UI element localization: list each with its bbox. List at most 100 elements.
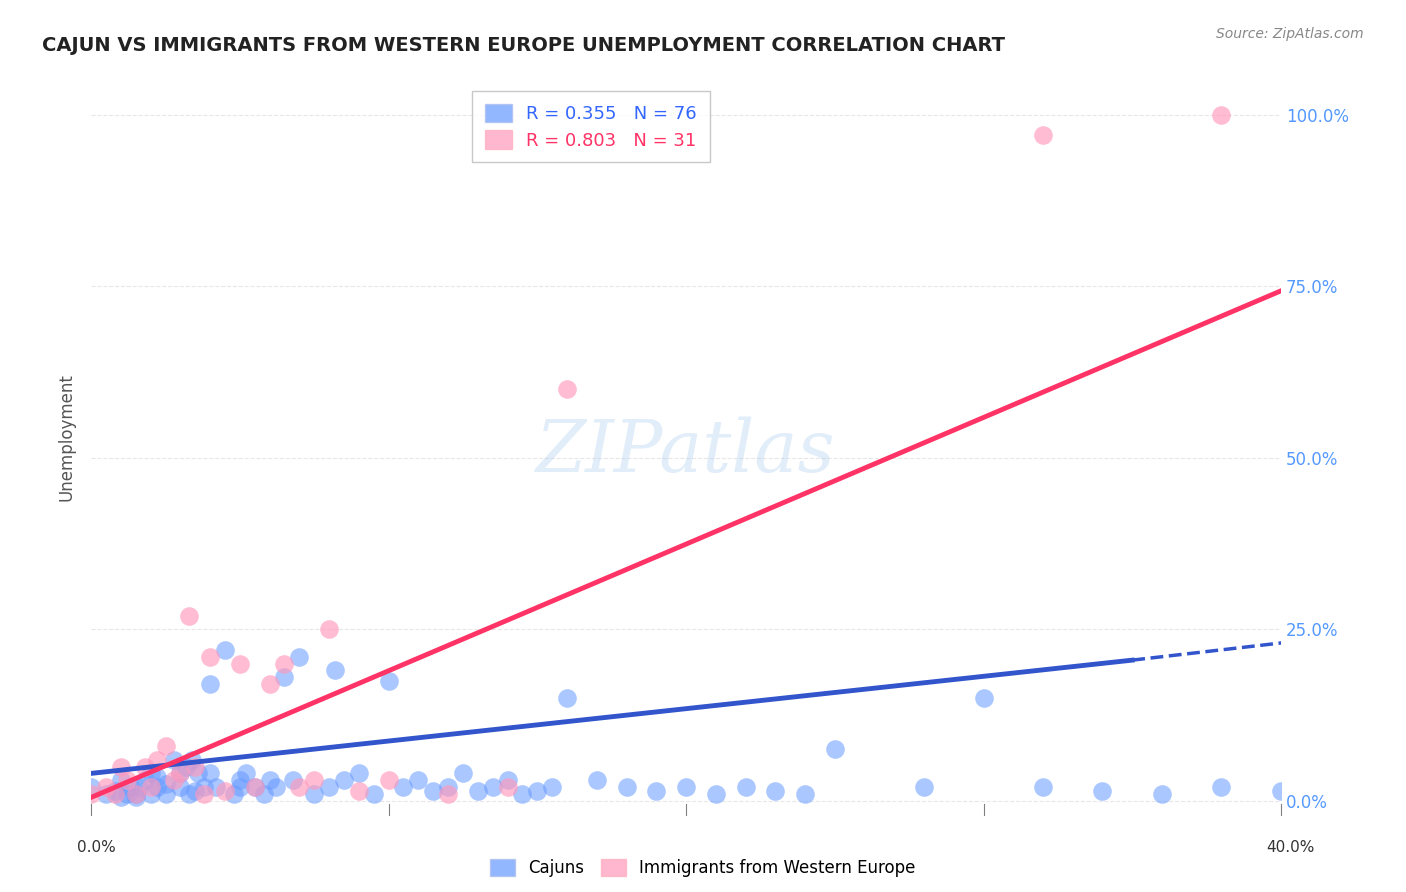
Point [193, 787, 215, 801]
Point [110, 790, 132, 805]
Point [347, 766, 370, 780]
Point [496, 773, 519, 788]
Point [259, 773, 281, 788]
Point [467, 783, 489, 797]
Point [973, 690, 995, 705]
Point [283, 773, 305, 788]
Point [163, 753, 186, 767]
Point [94, 780, 117, 794]
Point [437, 787, 460, 801]
Point [526, 783, 548, 797]
Point [198, 677, 221, 691]
Point [187, 766, 209, 780]
Point [763, 783, 786, 797]
Text: 40.0%: 40.0% [1267, 840, 1315, 855]
Point [273, 657, 295, 671]
Point [243, 780, 266, 794]
Point [125, 790, 148, 805]
Point [128, 780, 150, 794]
Point [451, 766, 474, 780]
Legend: R = 0.355   N = 76, R = 0.803   N = 31: R = 0.355 N = 76, R = 0.803 N = 31 [472, 91, 710, 162]
Point [235, 766, 257, 780]
Point [155, 787, 177, 801]
Point [302, 773, 325, 788]
Point [176, 759, 198, 773]
Point [794, 787, 817, 801]
Point [181, 753, 204, 767]
Point [94, 787, 117, 801]
Point [184, 759, 207, 773]
Text: 0.0%: 0.0% [77, 840, 117, 855]
Point [392, 780, 415, 794]
Point [179, 787, 201, 801]
Point [125, 787, 148, 801]
Point [125, 787, 148, 801]
Point [1211, 107, 1233, 121]
Point [422, 783, 444, 797]
Point [184, 783, 207, 797]
Point [80, 780, 103, 794]
Point [437, 780, 460, 794]
Point [115, 787, 138, 801]
Point [115, 773, 138, 788]
Point [645, 783, 668, 797]
Point [118, 780, 141, 794]
Point [541, 780, 564, 794]
Point [169, 766, 191, 780]
Point [555, 382, 578, 396]
Point [214, 643, 236, 657]
Point [481, 780, 503, 794]
Point [110, 759, 132, 773]
Point [616, 780, 638, 794]
Point [214, 783, 236, 797]
Point [198, 649, 221, 664]
Point [229, 657, 252, 671]
Point [333, 773, 356, 788]
Point [318, 780, 340, 794]
Text: ZIPatlas: ZIPatlas [536, 417, 837, 487]
Point [555, 690, 578, 705]
Point [145, 753, 167, 767]
Text: Source: ZipAtlas.com: Source: ZipAtlas.com [1216, 27, 1364, 41]
Point [323, 664, 346, 678]
Point [229, 780, 252, 794]
Point [205, 780, 228, 794]
Point [179, 608, 201, 623]
Point [288, 649, 311, 664]
Point [1032, 780, 1054, 794]
Point [512, 787, 534, 801]
Point [134, 773, 156, 788]
Point [155, 739, 177, 753]
Point [1270, 783, 1292, 797]
Point [318, 622, 340, 636]
Point [496, 780, 519, 794]
Point [139, 787, 162, 801]
Point [155, 777, 177, 791]
Point [193, 780, 215, 794]
Point [675, 780, 697, 794]
Point [222, 787, 245, 801]
Point [1091, 783, 1114, 797]
Point [104, 783, 127, 797]
Point [110, 773, 132, 788]
Point [253, 787, 276, 801]
Point [243, 780, 266, 794]
Point [198, 766, 221, 780]
Point [377, 773, 399, 788]
Point [734, 780, 756, 794]
Point [377, 673, 399, 688]
Point [145, 780, 167, 794]
Text: CAJUN VS IMMIGRANTS FROM WESTERN EUROPE UNEMPLOYMENT CORRELATION CHART: CAJUN VS IMMIGRANTS FROM WESTERN EUROPE … [42, 36, 1005, 54]
Point [169, 766, 191, 780]
Point [302, 787, 325, 801]
Point [139, 766, 162, 780]
Point [145, 770, 167, 784]
Point [273, 670, 295, 684]
Point [139, 780, 162, 794]
Y-axis label: Unemployment: Unemployment [58, 373, 75, 501]
Point [408, 773, 430, 788]
Point [104, 787, 127, 801]
Point [163, 773, 186, 788]
Point [912, 780, 935, 794]
Point [704, 787, 727, 801]
